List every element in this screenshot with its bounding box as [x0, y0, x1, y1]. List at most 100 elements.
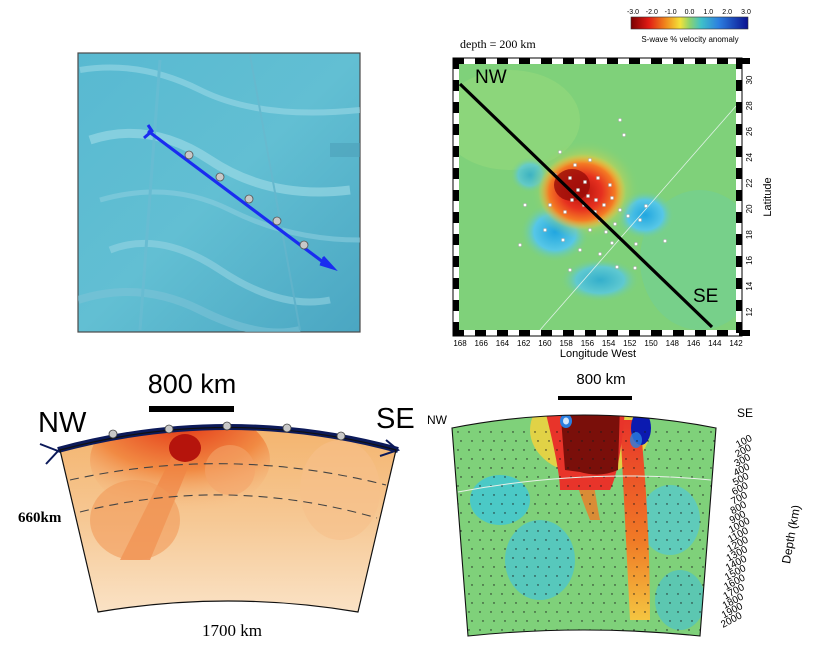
grid-dot: [523, 449, 525, 451]
grid-dot: [666, 593, 668, 595]
grid-dot: [669, 602, 671, 604]
grid-dot: [567, 611, 569, 613]
grid-dot: [468, 557, 470, 559]
grid-dot: [548, 566, 550, 568]
grid-dot: [600, 485, 602, 487]
grid-dot: [570, 620, 572, 622]
grid-dot: [655, 629, 657, 631]
grid-dot: [625, 602, 627, 604]
right-scale-label: 800 km: [576, 371, 625, 388]
colorbar-title: S-wave % velocity anomaly: [641, 35, 738, 44]
grid-dot: [578, 485, 580, 487]
grid-dot: [501, 557, 503, 559]
grid-dot: [688, 539, 690, 541]
station-marker: [634, 242, 638, 246]
station-marker: [543, 228, 547, 232]
grid-dot: [636, 476, 638, 478]
grid-dot: [578, 467, 580, 469]
grid-dot: [559, 602, 561, 604]
grid-dot: [677, 521, 679, 523]
longitude-tick: 142: [729, 339, 743, 348]
grid-dot: [479, 611, 481, 613]
grid-dot: [625, 476, 627, 478]
grid-dot: [526, 530, 528, 532]
grid-dot: [468, 449, 470, 451]
grid-dot: [691, 584, 693, 586]
grid-dot: [490, 611, 492, 613]
grid-dot: [501, 449, 503, 451]
grid-dot: [482, 440, 484, 442]
grid-dot: [537, 566, 539, 568]
border-segment: [651, 58, 662, 64]
station-marker: [588, 228, 592, 232]
grid-dot: [581, 620, 583, 622]
left-width-label: 1700 km: [202, 621, 262, 640]
border-segment: [717, 330, 728, 336]
latitude-tick: 24: [745, 152, 754, 161]
grid-dot: [688, 575, 690, 577]
grid-dot: [633, 557, 635, 559]
grid-dot: [493, 476, 495, 478]
grid-dot: [713, 494, 715, 496]
grid-dot: [614, 584, 616, 586]
grid-dot: [493, 584, 495, 586]
grid-dot: [592, 458, 594, 460]
grid-dot: [603, 620, 605, 622]
grid-dot: [545, 611, 547, 613]
grid-dot: [655, 521, 657, 523]
grid-dot: [581, 494, 583, 496]
grid-dot: [622, 503, 624, 505]
grid-dot: [567, 557, 569, 559]
grid-dot: [490, 575, 492, 577]
border-segment: [453, 212, 459, 223]
grid-dot: [548, 440, 550, 442]
grid-dot: [680, 602, 682, 604]
right-se-label: SE: [737, 406, 753, 420]
grid-dot: [655, 467, 657, 469]
grid-dot: [699, 575, 701, 577]
grid-dot: [534, 611, 536, 613]
grid-dot: [669, 494, 671, 496]
grid-dot: [534, 485, 536, 487]
border-segment: [585, 330, 596, 336]
grid-dot: [614, 620, 616, 622]
grid-dot: [545, 575, 547, 577]
station-marker: [613, 222, 617, 226]
depth-axis-title: Depth (km): [779, 504, 803, 565]
border-segment: [673, 330, 684, 336]
longitude-tick: 160: [538, 339, 552, 348]
grid-dot: [457, 485, 459, 487]
grid-dot: [600, 521, 602, 523]
border-segment: [736, 80, 742, 91]
border-segment: [717, 58, 728, 64]
grid-dot: [677, 431, 679, 433]
grid-dot: [644, 593, 646, 595]
station-marker: [663, 239, 667, 243]
grid-dot: [526, 620, 528, 622]
grid-dot: [493, 494, 495, 496]
border-segment: [453, 168, 459, 179]
grid-dot: [471, 566, 473, 568]
grid-dot: [490, 557, 492, 559]
grid-dot: [633, 449, 635, 451]
tomography-map-panel: depth = 200 km -3.0 -2.0 -1.0 0.0 1.0 2.0 3.0 …: [452, 9, 774, 360]
grid-dot: [515, 620, 517, 622]
grid-dot: [633, 539, 635, 541]
grid-dot: [614, 530, 616, 532]
grid-dot: [592, 530, 594, 532]
grid-dot: [647, 566, 649, 568]
border-segment: [607, 58, 618, 64]
grid-dot: [545, 521, 547, 523]
grid-dot: [460, 566, 462, 568]
grid-dot: [545, 539, 547, 541]
station-marker: [608, 183, 612, 187]
grid-dot: [468, 593, 470, 595]
latitude-tick-labels: 12 14 16 18 20 22 24 26 28 30: [745, 75, 754, 316]
grid-dot: [534, 449, 536, 451]
grid-dot: [578, 539, 580, 541]
grid-dot: [523, 485, 525, 487]
station-marker: [573, 163, 577, 167]
grid-dot: [479, 431, 481, 433]
grid-dot: [490, 593, 492, 595]
grid-dot: [666, 431, 668, 433]
